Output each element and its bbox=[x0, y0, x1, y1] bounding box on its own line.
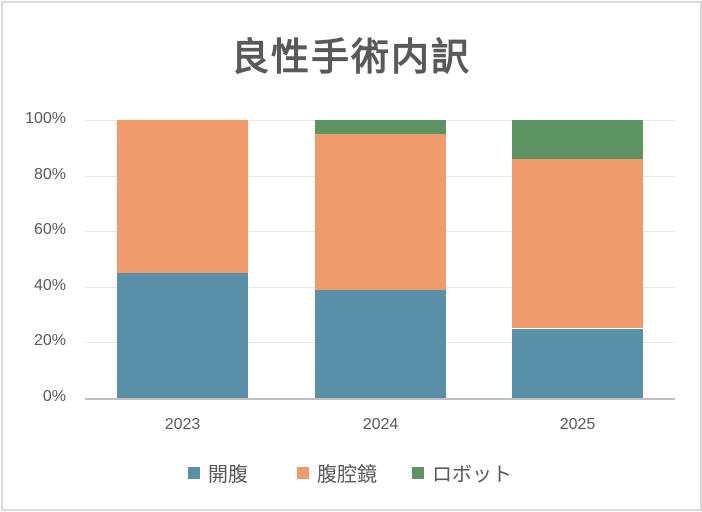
bar-segment[interactable] bbox=[512, 120, 643, 159]
legend-item[interactable]: ロボット bbox=[412, 458, 512, 487]
legend-label: 開腹 bbox=[208, 462, 248, 486]
legend-label: ロボット bbox=[432, 462, 512, 486]
legend-item[interactable]: 開腹 bbox=[188, 458, 248, 487]
chart-title: 良性手術内訳 bbox=[230, 35, 471, 79]
x-tick-label: 2023 bbox=[164, 416, 201, 433]
bar-segment[interactable] bbox=[117, 272, 248, 398]
x-tick-label: 2025 bbox=[559, 416, 596, 433]
y-tick-label: 80% bbox=[33, 166, 66, 183]
bar-segment[interactable] bbox=[512, 158, 643, 329]
bar-segment[interactable] bbox=[117, 120, 248, 273]
y-tick-label: 100% bbox=[25, 110, 66, 127]
legend-swatch-icon bbox=[412, 466, 424, 479]
x-axis-line bbox=[85, 398, 675, 400]
x-tick-label: 2024 bbox=[362, 416, 399, 433]
y-tick-label: 0% bbox=[42, 388, 66, 405]
bar-segment[interactable] bbox=[512, 328, 643, 398]
bar-segment[interactable] bbox=[315, 289, 446, 398]
bar-segment[interactable] bbox=[315, 120, 446, 134]
bar-segment[interactable] bbox=[315, 133, 446, 290]
y-tick-label: 20% bbox=[33, 332, 66, 349]
y-tick-label: 40% bbox=[33, 277, 66, 294]
legend-label: 腹腔鏡 bbox=[317, 462, 377, 486]
legend-swatch-icon bbox=[297, 466, 309, 479]
y-tick-label: 60% bbox=[33, 221, 66, 238]
legend-swatch-icon bbox=[188, 466, 200, 479]
legend-item[interactable]: 腹腔鏡 bbox=[297, 458, 377, 487]
legend: 開腹 腹腔鏡 ロボット bbox=[0, 458, 702, 488]
